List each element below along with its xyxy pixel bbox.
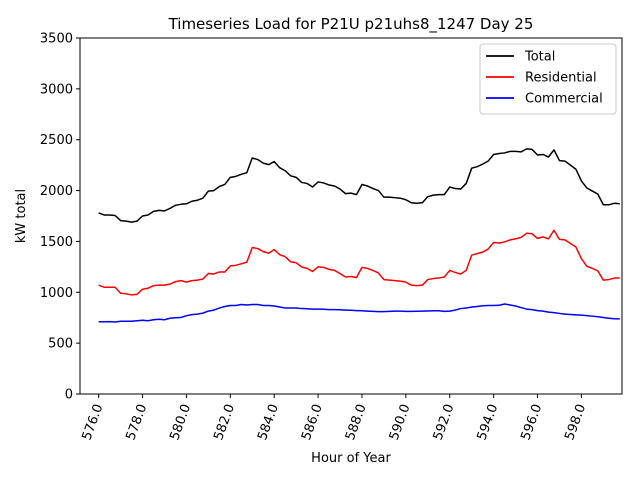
y-tick-label: 2500 bbox=[40, 133, 73, 148]
y-tick-label: 0 bbox=[65, 388, 73, 403]
series-line-commercial bbox=[98, 303, 620, 323]
y-axis-label: kW total bbox=[14, 189, 29, 243]
y-axis-ticks: 0 500 1000 1500 2000 2500 3000 3500 bbox=[40, 32, 80, 403]
y-tick-label: 1000 bbox=[40, 286, 73, 301]
series-line-total bbox=[98, 148, 620, 223]
legend-label-total: Total bbox=[524, 50, 555, 65]
chart-title: Timeseries Load for P21U p21uhs8_1247 Da… bbox=[168, 15, 534, 34]
legend: Total Residential Commercial bbox=[479, 43, 617, 115]
y-tick-label: 3000 bbox=[40, 82, 73, 97]
y-tick-label: 2000 bbox=[40, 184, 73, 199]
y-tick-label: 3500 bbox=[40, 32, 73, 47]
legend-label-residential: Residential bbox=[525, 71, 597, 86]
y-tick-label: 500 bbox=[48, 337, 73, 352]
series-layer bbox=[98, 148, 620, 323]
plot-frame bbox=[79, 37, 623, 395]
legend-box bbox=[479, 43, 617, 115]
legend-label-commercial: Commercial bbox=[525, 92, 603, 107]
series-line-residential bbox=[98, 229, 620, 296]
y-tick-label: 1500 bbox=[40, 235, 73, 250]
x-axis-label: Hour of Year bbox=[311, 451, 391, 466]
